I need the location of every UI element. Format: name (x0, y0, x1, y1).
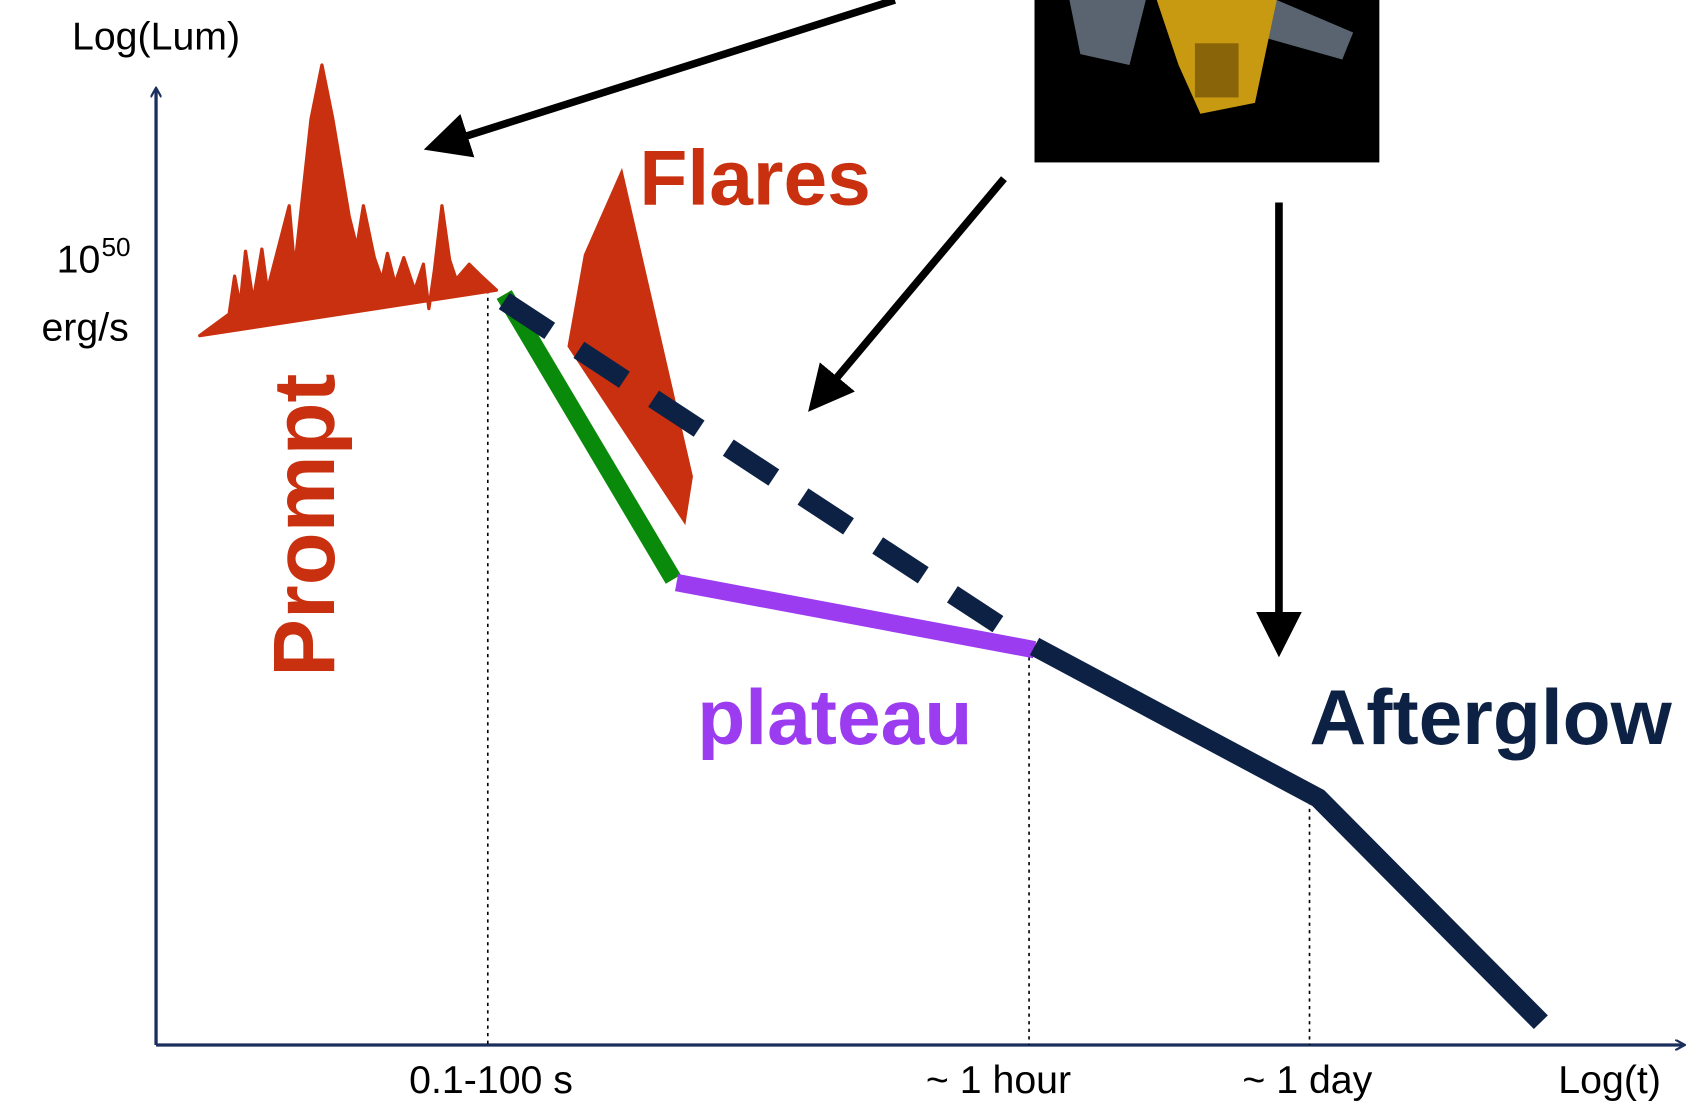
diagram: Log(Lum) 10 50 erg/s Prompt Flares plate… (0, 0, 1698, 1111)
afterglow-label: Afterglow (1310, 673, 1673, 761)
prompt-emission (200, 65, 497, 336)
y-axis-label: Log(Lum) (72, 15, 240, 58)
y-marker-base: 10 (57, 238, 101, 281)
flares-label: Flares (639, 134, 870, 222)
x-marker: ~ 1 day (1242, 1059, 1372, 1102)
x-marker: ~ 1 hour (926, 1059, 1071, 1102)
y-marker-exponent: 50 (101, 232, 130, 262)
x-axis-label: Log(t) (1558, 1059, 1661, 1102)
y-marker-unit: erg/s (41, 307, 128, 350)
satellite-image (1035, 0, 1380, 162)
prompt-label: Prompt (256, 374, 353, 677)
plateau-label: plateau (697, 673, 972, 761)
dashed-decay (504, 301, 1004, 628)
x-marker: 0.1-100 s (409, 1059, 573, 1102)
